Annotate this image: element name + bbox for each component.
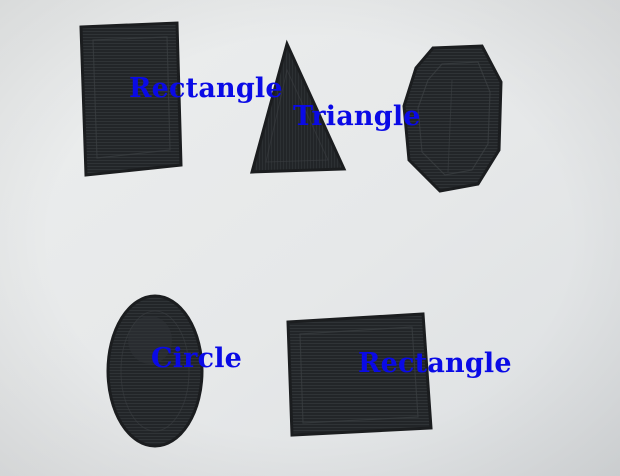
shape-rectangle-top [79, 21, 183, 177]
shape-rectangle-bottom [286, 312, 433, 437]
label-circle: Circle [151, 343, 243, 374]
shape-octagon [402, 44, 503, 193]
shape-circle [106, 294, 204, 448]
shape-triangle [250, 39, 347, 174]
label-rectangle-bottom: Rectangle [358, 348, 512, 379]
label-rectangle-top: Rectangle [129, 73, 283, 104]
label-triangle: Triangle [293, 101, 421, 132]
